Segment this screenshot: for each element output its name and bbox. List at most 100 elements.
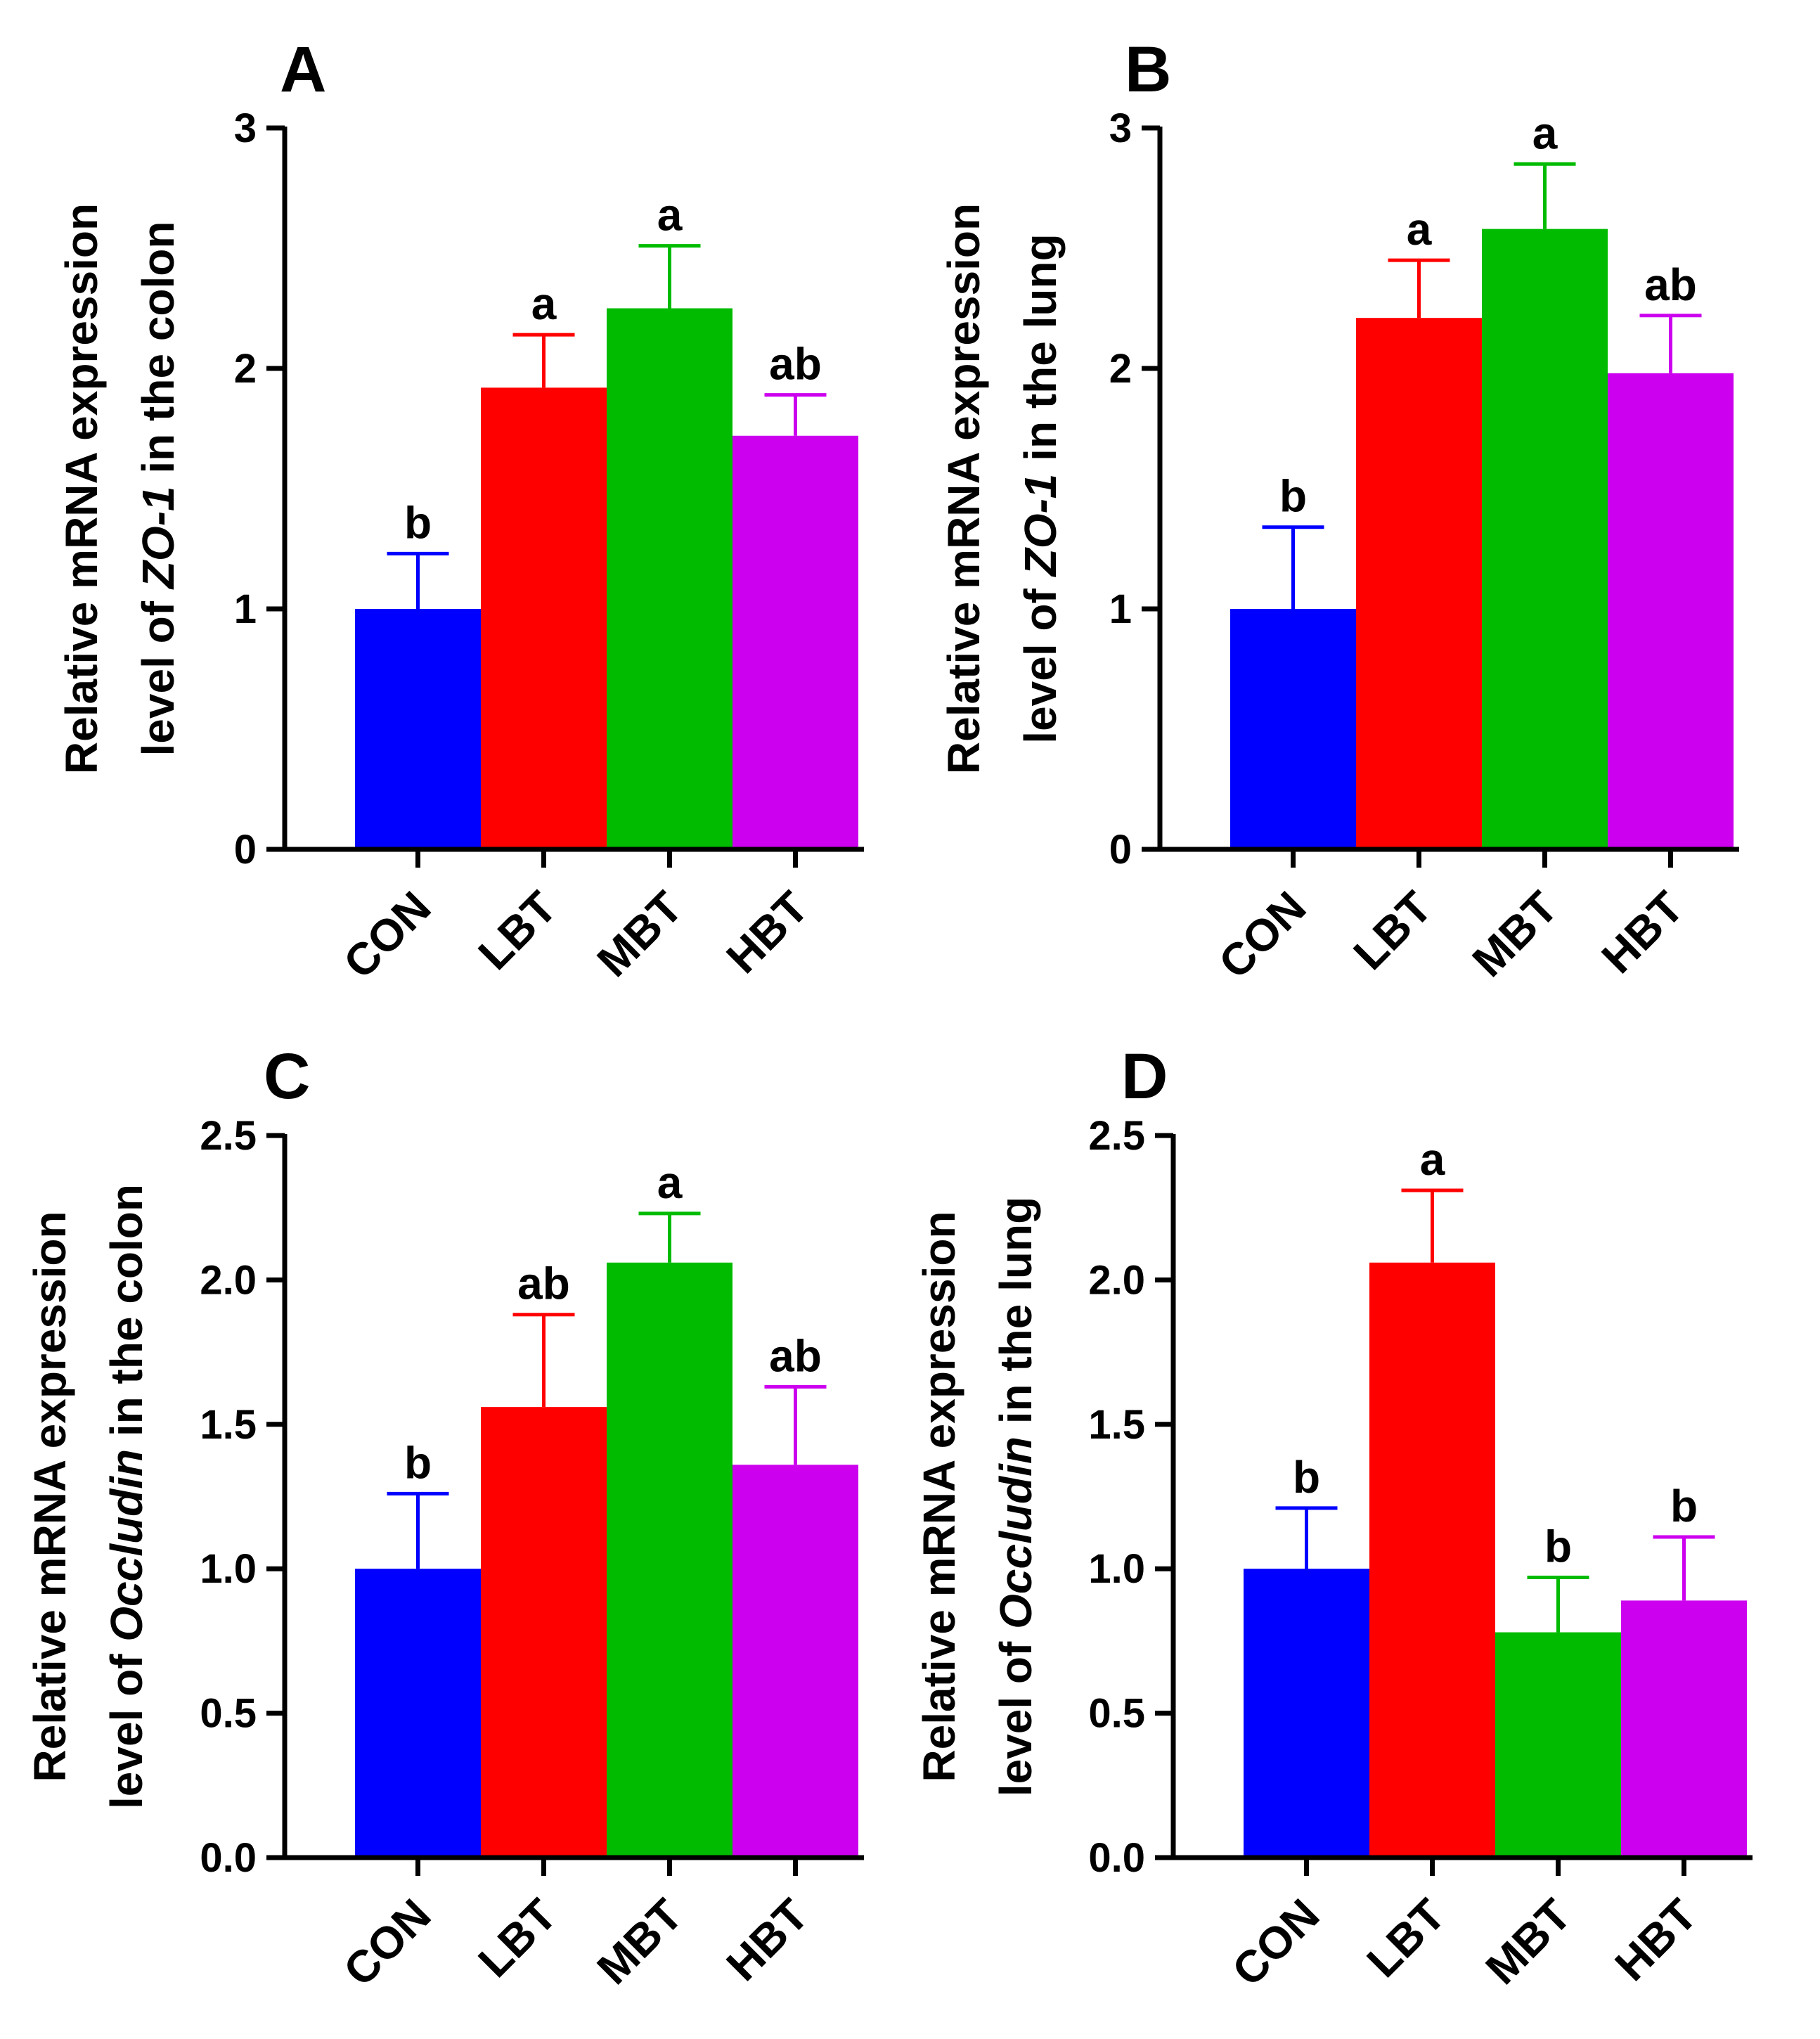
x-tick-label-hbt: HBT — [1592, 882, 1693, 983]
y-tick-label: 0 — [234, 827, 257, 873]
y-axis-title-line1: Relative mRNA expression — [56, 203, 107, 774]
significance-letter: b — [1279, 471, 1307, 522]
x-tick-label-mbt: MBT — [1476, 1889, 1580, 1994]
panel-label: D — [1121, 1041, 1168, 1112]
y-tick-label: 1.0 — [1088, 1546, 1145, 1592]
significance-letter: a — [657, 190, 683, 240]
y-axis-title-line1: Relative mRNA expression — [914, 1211, 964, 1782]
significance-letter: ab — [1644, 259, 1697, 310]
significance-letter: a — [657, 1157, 683, 1208]
significance-letter: a — [531, 278, 557, 329]
error-bar-lbt — [512, 333, 575, 388]
y-tick-label: 2.0 — [1088, 1257, 1145, 1303]
y-tick-label: 2.0 — [200, 1257, 257, 1303]
y-tick-label: 2 — [1109, 346, 1132, 392]
bar-con — [1244, 1569, 1369, 1858]
y-axis-title-line2: level of ZO-1 in the colon — [133, 221, 183, 757]
panel-label: A — [280, 34, 326, 105]
y-tick-label: 1.5 — [200, 1402, 257, 1448]
y-axis-title-gene: Occludin — [101, 1449, 152, 1642]
significance-letter: b — [1293, 1452, 1320, 1503]
x-tick-label-lbt: LBT — [1357, 1889, 1455, 1987]
error-bar-mbt — [1527, 1576, 1589, 1633]
error-bar-con — [1275, 1506, 1338, 1569]
error-bar-lbt — [512, 1313, 575, 1408]
significance-letter: b — [404, 1437, 432, 1488]
error-bar-hbt — [764, 393, 827, 436]
error-bar-mbt — [638, 1211, 701, 1263]
error-bar-con — [387, 551, 449, 609]
x-tick-label-con: CON — [1209, 882, 1315, 988]
x-tick-label-con: CON — [1222, 1889, 1329, 1995]
x-tick-label-con: CON — [334, 882, 440, 988]
significance-letter: ab — [769, 339, 822, 390]
y-axis-title-pre: level of — [990, 1629, 1041, 1796]
y-tick-label: 0.0 — [1088, 1835, 1145, 1881]
y-axis-title-line2: level of ZO-1 in the lung — [1015, 233, 1066, 743]
y-tick-label: 2.5 — [1088, 1113, 1145, 1159]
significance-letter: b — [1670, 1481, 1698, 1531]
y-tick-label: 3 — [1109, 105, 1132, 151]
significance-letter: ab — [517, 1259, 570, 1309]
y-tick-label: 3 — [234, 105, 257, 151]
y-axis-title-line2: level of Occludin in the lung — [990, 1197, 1041, 1796]
error-bar-con — [387, 1491, 449, 1569]
significance-letter: a — [1420, 1134, 1445, 1185]
y-axis-title-post: in the lung — [990, 1197, 1041, 1436]
bar-mbt — [1482, 229, 1608, 849]
y-axis-title-pre: level of — [133, 588, 183, 756]
panel-label: B — [1125, 34, 1171, 105]
y-axis-title-post: in the lung — [1015, 233, 1066, 473]
error-bar-con — [1262, 525, 1324, 609]
bar-lbt — [481, 387, 607, 849]
y-tick-label: 0.5 — [1088, 1691, 1145, 1737]
bar-lbt — [1369, 1262, 1495, 1858]
panel-label: C — [264, 1041, 310, 1112]
x-tick-label-hbt: HBT — [716, 1889, 818, 1990]
y-tick-label: 0.0 — [200, 1835, 257, 1881]
bar-mbt — [607, 1262, 732, 1858]
significance-letter: a — [1532, 108, 1558, 158]
x-tick-label-mbt: MBT — [587, 1889, 692, 1994]
significance-letter: a — [1407, 204, 1432, 255]
panel-b: Bb a a ab 0 1 2 3 CON LBT MBT HBT Relative mRNA expr… — [938, 34, 1739, 988]
y-tick-label: 1.0 — [200, 1546, 257, 1592]
y-axis-title-gene: ZO-1 — [1015, 474, 1066, 578]
y-tick-label: 2.5 — [200, 1113, 257, 1159]
y-tick-label: 0.5 — [200, 1691, 257, 1737]
significance-letter: b — [1544, 1522, 1572, 1572]
y-tick-label: 0 — [1109, 827, 1132, 873]
y-axis-title-post: in the colon — [101, 1184, 152, 1449]
error-bar-lbt — [1401, 1188, 1464, 1263]
error-bar-mbt — [638, 244, 701, 309]
error-bar-hbt — [1653, 1535, 1715, 1601]
bar-hbt — [732, 1465, 858, 1858]
y-axis-title-line1: Relative mRNA expression — [25, 1211, 75, 1782]
bar-con — [355, 1569, 481, 1858]
bar-con — [355, 609, 481, 849]
bar-hbt — [1621, 1600, 1747, 1858]
y-tick-label: 1 — [1109, 586, 1132, 632]
bar-lbt — [1356, 318, 1482, 849]
y-axis-title-pre: level of — [101, 1642, 152, 1809]
bar-mbt — [1495, 1632, 1621, 1858]
error-bar-lbt — [1388, 258, 1450, 319]
bar-hbt — [1608, 373, 1734, 849]
bar-hbt — [732, 435, 858, 849]
panel-d: Db a b b 0.0 0.5 1.0 1.5 2.0 2.5 CON LBT MBT HBT Relat… — [914, 1041, 1753, 1995]
bar-con — [1230, 609, 1356, 849]
x-tick-label-lbt: LBT — [469, 882, 567, 979]
bar-mbt — [607, 308, 732, 849]
y-axis-title-pre: level of — [1015, 576, 1066, 743]
error-bar-hbt — [764, 1384, 827, 1465]
x-tick-label-hbt: HBT — [716, 882, 818, 983]
panel-c: Cb ab a ab 0.0 0.5 1.0 1.5 2.0 2.5 CON LBT MBT HBT Rel… — [25, 1041, 864, 1995]
error-bar-hbt — [1639, 314, 1702, 373]
x-tick-label-lbt: LBT — [469, 1889, 567, 1987]
x-tick-label-mbt: MBT — [1462, 882, 1567, 986]
x-tick-label-hbt: HBT — [1605, 1889, 1706, 1990]
y-axis-title-line2: level of Occludin in the colon — [101, 1184, 152, 1809]
y-axis-title-gene: ZO-1 — [133, 486, 183, 590]
significance-letter: ab — [769, 1330, 822, 1381]
